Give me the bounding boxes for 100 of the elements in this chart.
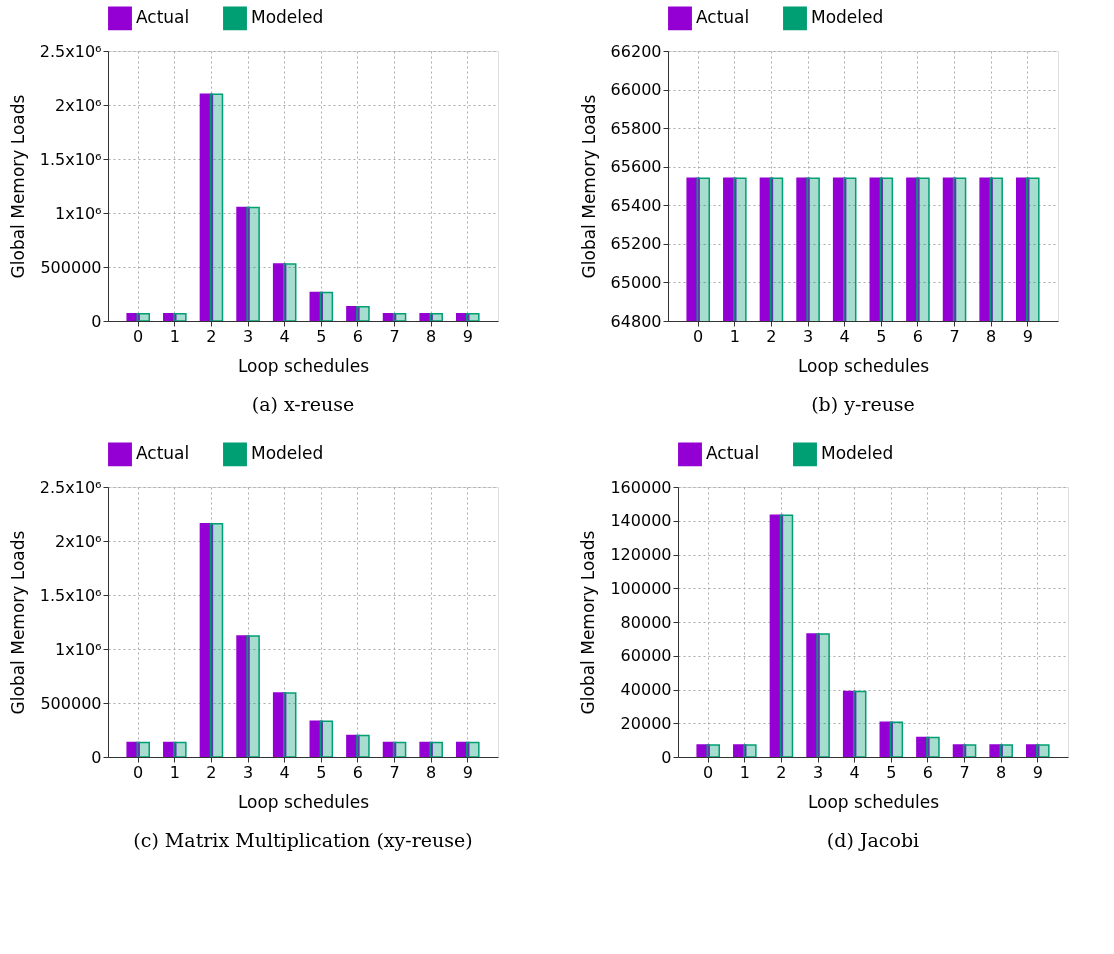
x-axis-title: Loop schedules — [797, 355, 930, 376]
x-tick-label: 4 — [839, 326, 850, 346]
x-tick-label: 0 — [133, 762, 144, 782]
y-tick-label: 20000 — [620, 713, 672, 733]
bar — [346, 305, 360, 321]
bar — [356, 734, 370, 757]
bar — [163, 741, 177, 757]
bar — [1036, 744, 1050, 757]
legend-label: Modeled — [811, 7, 884, 28]
x-tick-label: 2 — [206, 762, 217, 782]
x-tick-label: 0 — [693, 326, 704, 346]
bar — [272, 692, 287, 757]
x-tick-label: 3 — [242, 326, 254, 346]
y-tick-label: 160000 — [610, 477, 672, 497]
x-tick-label: 0 — [133, 326, 144, 346]
legend-label: Modeled — [251, 443, 324, 464]
legend-label: Actual — [696, 7, 750, 28]
bar — [456, 313, 470, 321]
text: (b) y-reuse — [811, 393, 915, 415]
bar — [236, 206, 250, 321]
y-tick-label: 120000 — [610, 545, 672, 564]
bar — [429, 313, 443, 321]
y-tick-label: 65200 — [610, 234, 662, 254]
x-tick-label: 1 — [739, 762, 750, 782]
y-tick-label: 2.5x10⁶ — [39, 477, 102, 497]
bar — [173, 741, 187, 757]
x-tick-label: 7 — [949, 326, 960, 346]
x-tick-label: 4 — [279, 326, 290, 346]
x-tick-label: 5 — [316, 762, 327, 782]
y-tick-label: 0 — [661, 747, 672, 767]
x-tick-label: 8 — [426, 762, 437, 782]
bar — [852, 690, 867, 757]
x-tick-label: 9 — [1022, 326, 1033, 346]
bar — [382, 313, 397, 321]
bar — [309, 720, 324, 757]
legend-label: Modeled — [251, 7, 324, 28]
bar — [282, 692, 297, 757]
bar — [319, 291, 334, 321]
bar — [419, 313, 433, 321]
x-tick-label: 2 — [776, 762, 787, 782]
x-tick-label: 6 — [352, 326, 364, 346]
x-tick-label: 1 — [169, 326, 180, 346]
x-tick-label: 2 — [206, 326, 217, 346]
x-tick-label: 5 — [876, 326, 887, 346]
y-tick-label: 80000 — [620, 612, 672, 632]
legend-label: Modeled — [821, 443, 894, 464]
y-tick-label: 0 — [91, 747, 102, 767]
y-tick-label: 1.5x10⁶ — [39, 585, 102, 605]
x-tick-label: 4 — [849, 762, 860, 782]
y-tick-label: 1x10⁶ — [55, 203, 102, 223]
bar — [209, 522, 224, 757]
y-tick-label: 500000 — [40, 257, 102, 277]
bar — [246, 635, 260, 757]
x-tick-label: 0 — [703, 762, 714, 782]
y-tick-label: 65800 — [610, 118, 662, 138]
bar — [879, 721, 894, 757]
x-axis-title: Loop schedules — [237, 791, 370, 812]
y-axis-title: Global Memory Loads — [578, 530, 599, 715]
bar — [356, 305, 370, 321]
x-tick-label: 8 — [426, 326, 437, 346]
x-tick-label: 9 — [1032, 762, 1043, 782]
bar — [806, 633, 820, 757]
bar — [282, 263, 297, 321]
x-tick-label: 7 — [959, 762, 970, 782]
bar — [236, 635, 250, 757]
bar — [199, 522, 214, 757]
text: (d) Jacobi — [826, 829, 920, 851]
x-tick-label: 3 — [242, 762, 254, 782]
y-tick-label: 66000 — [610, 80, 662, 100]
y-axis-title: Global Memory Loads — [578, 94, 599, 279]
bar — [209, 93, 224, 321]
bar — [926, 736, 940, 757]
bar — [429, 741, 443, 757]
bar — [1026, 744, 1040, 757]
x-tick-label: 7 — [389, 326, 400, 346]
legend-label: Actual — [136, 443, 190, 464]
text: (c) Matrix Multiplication (xy-reuse) — [133, 829, 473, 851]
bar — [126, 313, 140, 321]
bar — [163, 313, 177, 321]
y-tick-label: 65600 — [610, 157, 662, 177]
bar — [779, 514, 794, 757]
y-tick-label: 2x10⁶ — [55, 95, 102, 115]
x-tick-label: 8 — [996, 762, 1007, 782]
x-tick-label: 9 — [462, 762, 473, 782]
bar — [842, 690, 857, 757]
x-tick-label: 8 — [986, 326, 997, 346]
x-tick-label: 4 — [279, 762, 290, 782]
x-tick-label: 6 — [922, 762, 934, 782]
x-tick-label: 5 — [316, 326, 327, 346]
bar — [272, 263, 287, 321]
bar — [999, 744, 1013, 757]
y-tick-label: 1.5x10⁶ — [39, 149, 102, 169]
bar — [733, 744, 747, 757]
y-axis-title: Global Memory Loads — [7, 530, 28, 715]
y-tick-label: 2x10⁶ — [55, 531, 102, 551]
bar — [199, 93, 214, 321]
bar — [126, 741, 140, 757]
y-tick-label: 64800 — [610, 311, 662, 331]
bar — [382, 741, 397, 757]
bar — [136, 741, 150, 757]
